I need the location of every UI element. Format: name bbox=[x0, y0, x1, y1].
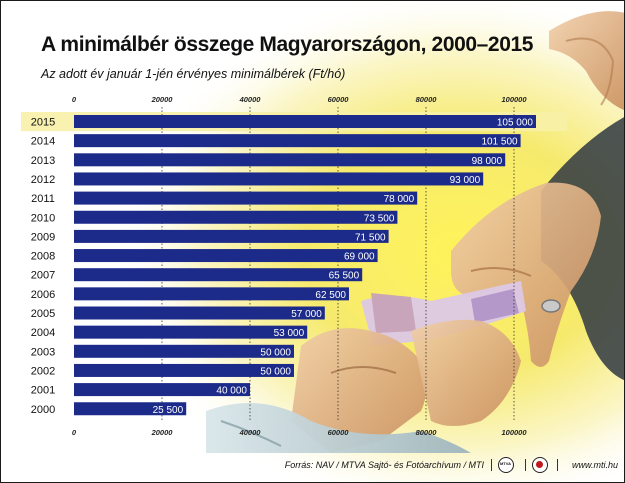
chart-title: A minimálbér összege Magyarországon, 200… bbox=[41, 33, 534, 56]
bar bbox=[74, 115, 536, 128]
category-label: 2015 bbox=[31, 117, 55, 129]
data-label: 40 000 bbox=[216, 386, 247, 397]
x-tick-label: 40000 bbox=[239, 428, 262, 437]
x-tick-label: 0 bbox=[72, 95, 77, 104]
footer-separator bbox=[491, 459, 492, 471]
category-label: 2003 bbox=[31, 346, 55, 358]
category-label: 2014 bbox=[31, 136, 55, 148]
source-credit: Forrás: NAV / MTVA Sajtó- és Fotóarchívu… bbox=[284, 460, 484, 470]
data-label: 71 500 bbox=[355, 232, 386, 243]
data-label: 69 000 bbox=[344, 252, 375, 263]
data-label: 73 500 bbox=[364, 213, 395, 224]
mti-logo-mark bbox=[536, 461, 543, 468]
bar bbox=[74, 287, 349, 301]
category-label: 2001 bbox=[31, 385, 55, 397]
bar bbox=[74, 268, 363, 282]
x-tick-label: 60000 bbox=[328, 428, 350, 437]
x-tick-label: 60000 bbox=[328, 95, 350, 104]
x-tick-label: 20000 bbox=[151, 428, 174, 437]
bar bbox=[74, 172, 484, 186]
bar bbox=[74, 153, 506, 167]
data-label: 50 000 bbox=[260, 347, 291, 358]
category-label: 2008 bbox=[31, 251, 55, 263]
x-tick-label: 80000 bbox=[416, 95, 438, 104]
category-label: 2012 bbox=[31, 174, 55, 186]
bar bbox=[74, 325, 308, 339]
footer-separator bbox=[557, 459, 558, 471]
data-label: 105 000 bbox=[497, 118, 534, 129]
x-tick-label: 100000 bbox=[501, 95, 527, 104]
mti-logo-icon bbox=[532, 457, 548, 473]
mtva-logo-text: MTVA bbox=[499, 461, 512, 466]
bar bbox=[74, 229, 389, 243]
data-label: 101 500 bbox=[481, 137, 518, 148]
data-label: 98 000 bbox=[472, 156, 503, 167]
x-tick-label: 80000 bbox=[416, 428, 438, 437]
category-label: 2006 bbox=[31, 289, 55, 301]
data-label: 62 500 bbox=[315, 290, 346, 301]
bar bbox=[74, 344, 294, 358]
bar bbox=[74, 363, 294, 377]
data-label: 65 500 bbox=[329, 271, 360, 282]
bar bbox=[74, 134, 521, 148]
category-label: 2013 bbox=[31, 155, 55, 167]
category-label: 2010 bbox=[31, 212, 55, 224]
website-link[interactable]: www.mti.hu bbox=[571, 460, 618, 470]
bar bbox=[74, 402, 187, 416]
mtva-logo-icon: MTVA bbox=[498, 457, 514, 473]
x-tick-label: 20000 bbox=[151, 95, 174, 104]
data-label: 78 000 bbox=[384, 194, 415, 205]
bar bbox=[74, 191, 418, 205]
bar bbox=[74, 306, 325, 320]
category-label: 2011 bbox=[31, 193, 55, 205]
data-label: 25 500 bbox=[153, 405, 184, 416]
category-label: 2002 bbox=[31, 365, 55, 377]
category-label: 2007 bbox=[31, 270, 55, 282]
bar bbox=[74, 383, 250, 397]
x-tick-label: 0 bbox=[72, 428, 77, 437]
data-label: 50 000 bbox=[260, 366, 291, 377]
category-label: 2009 bbox=[31, 231, 55, 243]
footer-separator bbox=[525, 459, 526, 471]
bar bbox=[74, 249, 378, 263]
category-label: 2004 bbox=[31, 327, 55, 339]
x-tick-label: 40000 bbox=[239, 95, 262, 104]
x-tick-label: 100000 bbox=[501, 428, 527, 437]
data-label: 93 000 bbox=[450, 175, 481, 186]
data-label: 57 000 bbox=[291, 309, 322, 320]
category-label: 2000 bbox=[31, 404, 55, 416]
footer: Forrás: NAV / MTVA Sajtó- és Fotóarchívu… bbox=[1, 453, 624, 481]
chart-subtitle: Az adott év január 1-jén érvényes minimá… bbox=[41, 67, 346, 81]
data-label: 53 000 bbox=[274, 328, 305, 339]
category-label: 2005 bbox=[31, 308, 55, 320]
bar bbox=[74, 210, 398, 224]
